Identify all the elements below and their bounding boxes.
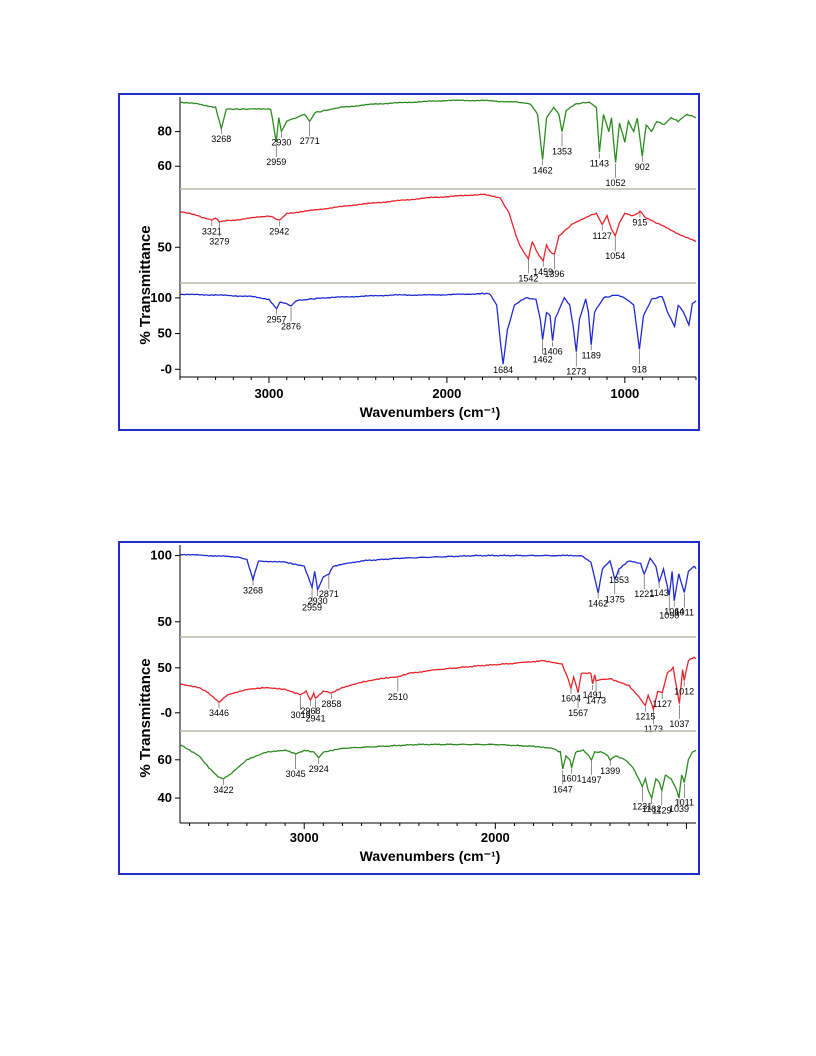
peak-label: 3045 (286, 769, 306, 779)
spectrum-series-line (179, 99, 697, 163)
y-tick-label: 60 (158, 752, 172, 767)
spectrum-series-line (179, 743, 697, 801)
x-tick-label: 3000 (290, 830, 319, 845)
peak-label: 1491 (583, 690, 603, 700)
peak-label: 2871 (319, 589, 339, 599)
peak-label: 2510 (388, 692, 408, 702)
peak-label: 1459 (533, 267, 553, 277)
y-tick-label: -0 (160, 361, 172, 376)
y-tick-label: 50 (158, 239, 172, 254)
x-axis-label: Wavenumbers (cm⁻¹) (360, 848, 501, 864)
peak-label: 1011 (675, 798, 694, 808)
peak-label: 1173 (644, 724, 663, 734)
peak-label: 3268 (211, 134, 231, 144)
peak-label: 1090 (659, 610, 679, 620)
peak-label: 1012 (674, 686, 694, 696)
peak-label: 1462 (588, 599, 608, 609)
ir-spectrum-chart-1: % Transmittance Wavenumbers (cm⁻¹) 3000 2… (137, 97, 697, 420)
peak-label: 1399 (600, 766, 620, 776)
peak-label: 2959 (302, 602, 322, 612)
peak-label: 1462 (533, 354, 553, 364)
y-tick-label: 40 (158, 790, 172, 805)
peak-label: 1127 (652, 699, 671, 709)
y-tick-label: 50 (158, 326, 172, 341)
peak-label: 1221 (634, 589, 654, 599)
x-tick-label: 3000 (255, 386, 284, 401)
peak-label: 1406 (543, 347, 563, 357)
peak-label: 2924 (309, 764, 329, 774)
peak-label: 1273 (566, 366, 586, 376)
peak-label: 1647 (553, 784, 573, 794)
y-tick-label: 60 (158, 158, 172, 173)
peak-label: 2930 (271, 138, 291, 148)
peak-label: 1396 (544, 269, 564, 279)
ir-spectrum-figure-2: % Transmittance Wavenumbers (cm⁻¹) 3000 2… (118, 541, 700, 875)
ir-spectrum-chart-2: % Transmittance Wavenumbers (cm⁻¹) 3000 2… (137, 545, 697, 864)
peak-label: 2876 (281, 321, 301, 331)
peak-label: 915 (632, 217, 647, 227)
peak-label: 918 (632, 364, 647, 374)
spectrum-series-line (179, 292, 697, 364)
peak-label: 1473 (586, 695, 606, 705)
peak-label: 3422 (214, 785, 234, 795)
y-tick-label: 50 (158, 614, 172, 629)
y-tick-label: -0 (160, 705, 172, 720)
peak-label: 3268 (243, 585, 263, 595)
peak-label: 1129 (652, 805, 671, 815)
peak-label: 3019 (291, 710, 311, 720)
peak-label: 1604 (561, 694, 581, 704)
peak-label: 1039 (669, 804, 689, 814)
peak-label: 2941 (305, 713, 325, 723)
peak-label: 1567 (568, 708, 588, 718)
peak-label: 1052 (606, 178, 626, 188)
peak-label: 1462 (533, 165, 553, 175)
peak-label: 2968 (300, 706, 320, 716)
spectrum-series-line (179, 193, 697, 263)
peak-label: 1215 (635, 712, 655, 722)
spectrum-series-line (179, 656, 697, 712)
peak-label: 2858 (321, 699, 341, 709)
peak-label: 1231 (632, 802, 652, 812)
x-tick-label: 2000 (432, 386, 461, 401)
peak-label: 3279 (209, 236, 229, 246)
peak-label: 2959 (266, 157, 286, 167)
peak-label: 1127 (593, 231, 612, 241)
peak-label: 1143 (649, 588, 668, 598)
peak-label: 2771 (300, 136, 320, 146)
y-tick-label: 80 (158, 124, 172, 139)
y-tick-label: 100 (150, 290, 172, 305)
peak-label: 1601 (562, 773, 582, 783)
peak-label: 1143 (590, 158, 609, 168)
peak-label: 1375 (605, 594, 625, 604)
y-axis-label: % Transmittance (137, 225, 154, 344)
peak-label: 902 (635, 162, 650, 172)
peak-label: 1011 (675, 608, 694, 618)
x-axis-label: Wavenumbers (cm⁻¹) (360, 404, 501, 420)
peak-label: 1189 (582, 350, 601, 360)
peak-label: 2942 (269, 226, 289, 236)
peak-label: 1542 (518, 274, 538, 284)
peak-label: 1037 (669, 719, 689, 729)
peak-label: 3321 (202, 226, 222, 236)
y-axis-label: % Transmittance (137, 658, 154, 777)
peak-label: 1064 (664, 607, 684, 617)
y-tick-label: 100 (150, 548, 172, 563)
peak-label: 1497 (581, 775, 601, 785)
peak-label: 2957 (267, 315, 287, 325)
peak-label: 2930 (308, 596, 328, 606)
ir-spectrum-figure-1: % Transmittance Wavenumbers (cm⁻¹) 3000 2… (118, 93, 700, 431)
x-tick-label: 2000 (481, 830, 510, 845)
peak-label: 3446 (209, 708, 229, 718)
y-tick-label: 50 (158, 660, 172, 675)
peak-label: 1684 (493, 365, 513, 375)
peak-label: 1054 (605, 251, 625, 261)
spectrum-series-line (179, 553, 697, 601)
peak-label: 1353 (609, 575, 629, 585)
x-tick-label: 1000 (610, 386, 639, 401)
peak-label: 1353 (552, 147, 572, 157)
peak-label: 1182 (642, 804, 661, 814)
